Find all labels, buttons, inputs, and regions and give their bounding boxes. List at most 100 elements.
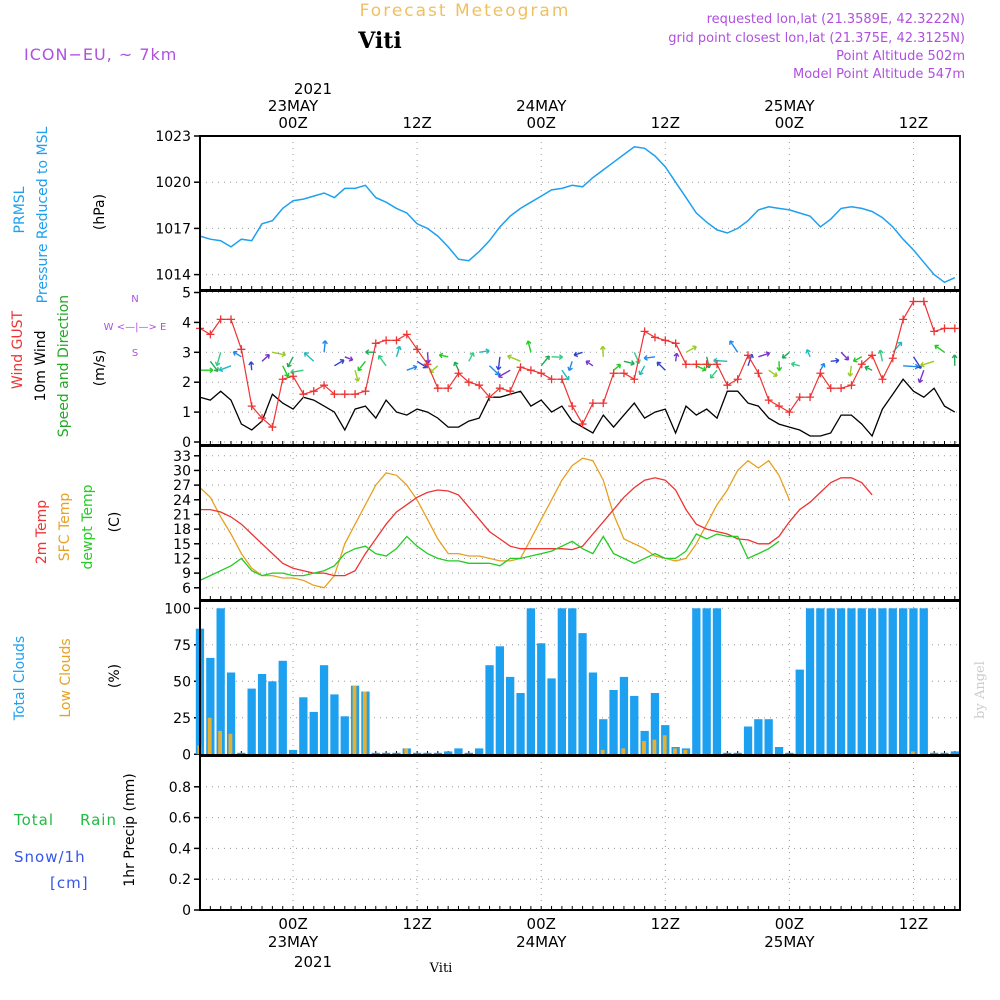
wind-direction-arrow <box>322 340 328 353</box>
gust-marker <box>681 360 690 369</box>
total-cloud-bar <box>237 752 246 755</box>
total-cloud-bar <box>382 752 391 755</box>
wind-direction-arrow <box>819 362 826 371</box>
total-cloud-bar <box>454 748 463 755</box>
gust-marker <box>671 339 680 348</box>
total-cloud-bar <box>268 681 277 755</box>
temperature-panel: 2m Temp SFC Temp dewpt Temp (C) 69121518… <box>34 445 961 601</box>
top-year: 2021 <box>294 80 332 98</box>
wind-direction-arrow <box>847 365 854 377</box>
gust-marker <box>878 375 887 384</box>
gust-marker <box>713 360 722 369</box>
temp-tick-label: 27 <box>173 478 191 494</box>
total-cloud-bar <box>464 752 473 755</box>
wind-direction-arrow <box>864 365 873 371</box>
low-cloud-bar <box>218 730 222 755</box>
bottom-time-label: 00Z <box>527 915 556 933</box>
top-day-label: 25MAY <box>764 97 815 115</box>
wind-direction-arrow <box>540 355 550 367</box>
low-clouds-label: Low Clouds <box>58 638 74 717</box>
total-cloud-bar <box>919 608 928 755</box>
bottom-time-label: 12Z <box>899 915 928 933</box>
wind-direction-arrow <box>551 354 564 360</box>
compass-n: N <box>131 294 138 305</box>
low-cloud-bar <box>228 733 233 755</box>
wind-direction-arrow <box>852 356 863 363</box>
compass-s: S <box>132 348 138 359</box>
bottom-time-label: 00Z <box>278 915 307 933</box>
precip-ylabel: 1hr Precip (mm) <box>122 773 138 886</box>
wind-direction-arrow <box>507 354 521 362</box>
temp-unit: (C) <box>107 512 123 533</box>
total-cloud-bar <box>857 608 866 755</box>
gust-marker <box>868 351 877 360</box>
total-cloud-bar <box>630 695 639 755</box>
total-cloud-bar <box>588 672 598 755</box>
gust-marker <box>526 366 535 375</box>
wind-direction-arrow <box>805 349 811 358</box>
gust-marker <box>723 381 732 390</box>
model-label: ICON−EU, ~ 7km <box>24 45 177 64</box>
gust-marker <box>361 387 370 396</box>
wind-direction-arrow <box>685 345 697 353</box>
top-time-label: 00Z <box>527 114 556 132</box>
low-cloud-bar <box>642 741 646 755</box>
clouds-tick-label: 0 <box>182 747 191 763</box>
gust-marker <box>744 351 753 360</box>
wind-direction-arrow <box>903 363 919 370</box>
wind-direction-arrow <box>709 369 718 379</box>
gust-marker <box>392 336 401 345</box>
total-cloud-bar <box>247 688 256 755</box>
wind-unit: (m/s) <box>92 350 108 387</box>
top-time-label: 12Z <box>651 114 680 132</box>
wind-direction-arrow <box>354 370 361 382</box>
gust-marker <box>795 393 804 402</box>
wind-direction-arrow <box>920 360 935 368</box>
wind-tick-label: 3 <box>182 345 191 361</box>
gust-marker <box>237 345 246 354</box>
total-cloud-bar <box>578 633 587 755</box>
gust-marker <box>289 372 298 381</box>
temp-tick-label: 21 <box>173 507 191 523</box>
total-cloud-bar <box>216 608 225 755</box>
sfc-temp-line <box>199 457 790 589</box>
total-cloud-bar <box>692 608 701 755</box>
low-cloud-bar <box>652 739 657 755</box>
wind-gust-markers <box>196 297 959 432</box>
wind-direction-arrow <box>282 365 290 378</box>
gust-marker <box>547 375 556 384</box>
total-cloud-bar <box>319 665 329 755</box>
gust-label: Wind GUST <box>10 310 26 389</box>
wind-direction-arrow <box>758 351 771 358</box>
total-cloud-bar <box>867 608 877 755</box>
wind-frame <box>199 290 961 446</box>
wind-panel: Wind GUST 10m Wind Speed and Direction (… <box>10 285 961 451</box>
wind-gust-line <box>199 300 955 429</box>
wind-tick-label: 1 <box>182 405 191 421</box>
gust-marker <box>247 402 256 411</box>
precip-tick-label: 0.8 <box>169 780 191 796</box>
sfc-temp-label: SFC Temp <box>57 493 73 562</box>
wind-direction-arrow <box>232 350 242 358</box>
wind-direction-arrow <box>495 356 502 371</box>
total-cloud-bar <box>950 751 959 755</box>
total-cloud-bar <box>330 694 339 755</box>
wind-direction-arrow <box>479 348 490 355</box>
pressure-tick-label: 1017 <box>155 221 191 237</box>
gust-marker <box>475 381 484 390</box>
gust-marker <box>826 384 835 393</box>
pressure-grid <box>200 135 960 290</box>
wind-direction-arrow <box>561 369 570 381</box>
total-cloud-bar <box>206 657 215 755</box>
wind-tick-label: 0 <box>182 435 191 451</box>
gust-marker <box>402 330 411 339</box>
total-cloud-bar <box>888 608 897 755</box>
gust-marker <box>733 375 742 384</box>
total-cloud-bar <box>526 608 535 755</box>
gust-marker <box>692 360 701 369</box>
total-cloud-bar <box>226 672 236 755</box>
dewpoint-line <box>199 533 780 581</box>
gust-marker <box>640 327 649 336</box>
clouds-tick-label: 50 <box>173 674 191 690</box>
